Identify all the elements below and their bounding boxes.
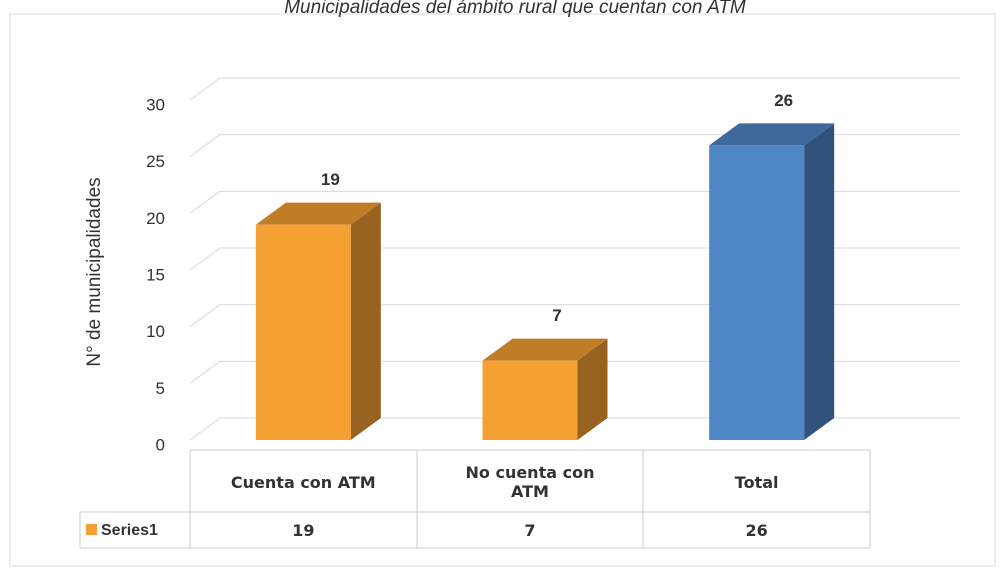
y-tick-label: 25 [146,152,165,171]
y-tick-label: 15 [146,265,165,284]
y-tick-label: 20 [146,209,165,228]
legend-label: Series1 [101,522,158,539]
data-label: 19 [321,170,340,189]
legend-key [86,524,97,535]
data-label: 7 [552,306,561,325]
chart-title: Municipalidades del ámbito rural que cue… [284,0,746,18]
grid-line-floor [189,77,221,101]
grid-line-floor [189,360,221,384]
grid-line-floor [189,190,221,214]
grid-line-floor [189,304,221,328]
y-tick-label: 30 [146,95,165,114]
grid-line-floor [189,247,221,271]
bar [482,360,578,440]
data-label: 26 [774,91,793,110]
chart-border [9,13,996,567]
bar-side [804,123,835,440]
category-label: Total [734,472,779,492]
bar-top [255,202,381,225]
y-axis-label: N° de municipalidades [84,177,105,366]
bar-side [577,338,608,440]
y-tick-label: 0 [156,435,165,454]
bar-top [482,338,608,361]
bar-top [709,123,835,146]
bar-side [350,202,381,440]
data-table-lines [79,449,871,549]
grid-line-floor [189,417,221,441]
y-tick-label: 5 [156,379,165,398]
grid-line-floor [189,134,221,158]
bar [255,224,351,440]
category-label: No cuenta con ATM [465,463,595,501]
table-value: 19 [292,520,315,540]
category-label: Cuenta con ATM [230,472,376,492]
table-value: 26 [745,520,768,540]
table-value: 7 [524,520,536,540]
bar [709,145,805,441]
y-tick-label: 10 [146,322,165,341]
